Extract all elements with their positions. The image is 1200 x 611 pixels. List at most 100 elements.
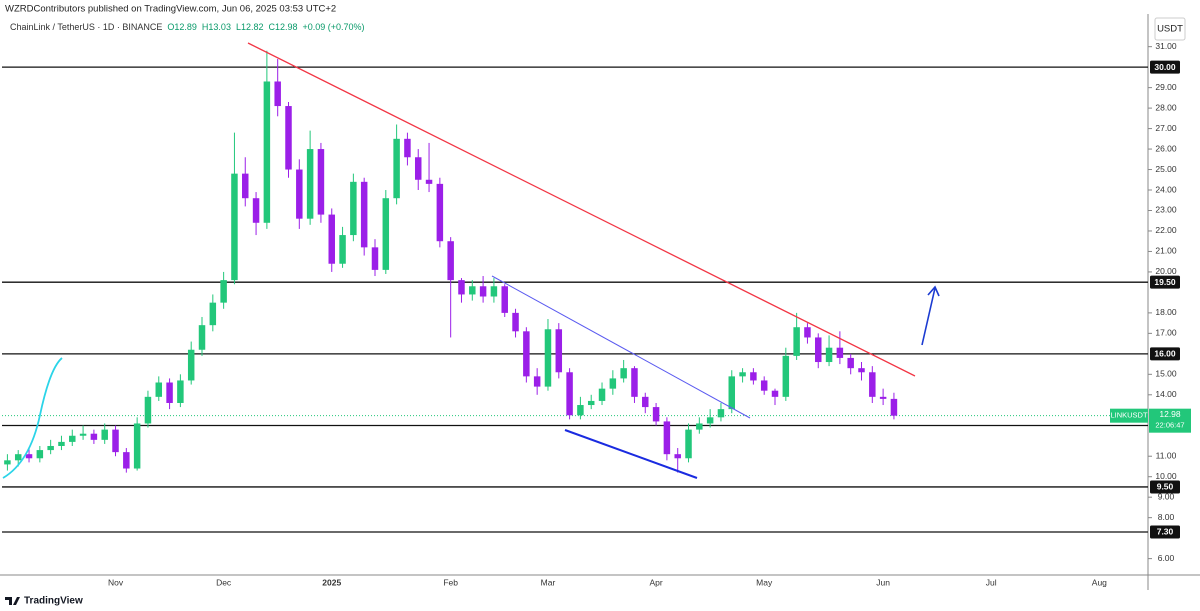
y-tick-label: 29.00 [1155,82,1177,92]
candle-body [112,429,119,453]
candle-body [69,435,76,442]
y-tick-label: 10.00 [1155,471,1177,481]
candle-body [728,376,736,410]
candle-body [144,396,152,424]
y-tick-label: 26.00 [1155,143,1177,153]
candle-body [663,421,671,455]
candle-body [231,173,238,281]
candle-body [760,380,768,391]
candle-body [4,460,11,465]
support-trendline [564,429,698,479]
y-tick-label: 6.00 [1158,553,1175,563]
plot [2,46,1152,560]
level-label: 9.50 [1157,482,1174,492]
drawings [2,42,940,479]
candle-body [879,396,887,399]
candle-body [890,398,898,416]
y-tick-label: 14.00 [1155,389,1177,399]
resistance-trendline [247,42,916,377]
y-tick-label: 31.00 [1155,41,1177,51]
y-tick-label: 11.00 [1156,450,1177,460]
candle-body [166,382,173,403]
candle-body [90,433,98,440]
candle-body [360,181,368,248]
candle-body [328,214,335,264]
candle-body [123,452,130,469]
last-price: 12.98 [1159,409,1181,419]
low-text: L12.82 [236,22,264,32]
candle-body [804,327,811,338]
y-tick-label: 25.00 [1155,164,1177,174]
y-tick-label: 15.00 [1155,369,1177,379]
channel-line [491,275,751,419]
candle-body [706,417,714,424]
candle-body [869,372,876,397]
level-label-box [1150,480,1180,494]
candle-body [447,241,454,281]
candle-body [685,429,692,459]
candle-body [339,235,346,264]
x-tick-label: 2025 [322,577,341,587]
candle-body [133,423,141,469]
x-tick-label: Aug [1092,577,1107,587]
y-tick-label: 28.00 [1155,102,1177,112]
candle-body [58,441,65,446]
y-tick-label: 17.00 [1155,328,1177,338]
candle-body [79,433,87,436]
candle-body [350,181,357,236]
candle-body [101,429,108,440]
candle-body [555,329,563,373]
candle-body [598,388,606,401]
candle-body [317,149,325,215]
candle-body [371,247,379,270]
x-tick-label: Jul [986,577,997,587]
candle-body [47,445,54,451]
y-tick-label: 21.00 [1155,246,1177,256]
y-tick-label: 20.00 [1155,266,1177,276]
candle-body [609,378,617,389]
level-label: 7.30 [1157,527,1174,537]
candle-body [436,183,444,242]
candle-body [404,138,411,158]
candle-body [533,376,541,387]
level-label: 30.00 [1154,62,1176,72]
x-tick-label: Jun [876,577,890,587]
candle-body [242,173,249,199]
candle-body [296,169,303,219]
symbol: ChainLink / TetherUS · 1D · BINANCE [10,22,162,32]
candle-body [36,450,44,459]
close-text: C12.98 [268,22,297,32]
candle-body [771,390,779,397]
curve [2,357,63,479]
candle-body [793,327,800,356]
x-tick-label: May [756,577,773,587]
candle-body [523,331,530,377]
candle-body [652,407,660,422]
candle-body [187,349,195,381]
candle-body [544,329,552,387]
candle-body [674,454,681,459]
x-tick-label: Dec [216,577,232,587]
candle-body [252,198,260,223]
candle-body [469,286,476,295]
y-tick-label: 18.00 [1155,307,1177,317]
arrow-head [927,285,940,297]
footer-logo: TradingView [5,596,83,607]
candle-body [836,347,844,358]
x-tick-label: Mar [541,577,556,587]
candle-body [393,138,400,199]
candle-body [209,302,217,326]
candle-body [220,280,227,303]
level-label: 16.00 [1154,349,1176,359]
y-tick-label: 8.00 [1158,512,1175,522]
y-tick-label: 23.00 [1155,205,1177,215]
y-tick-label: 27.00 [1155,123,1177,133]
y-tick-label: 24.00 [1155,184,1177,194]
candle-body [858,368,865,373]
candle-body [739,372,746,377]
candle-body [285,106,292,170]
currency: USDT [1157,24,1183,35]
y-tick-label: 22.00 [1155,225,1177,235]
